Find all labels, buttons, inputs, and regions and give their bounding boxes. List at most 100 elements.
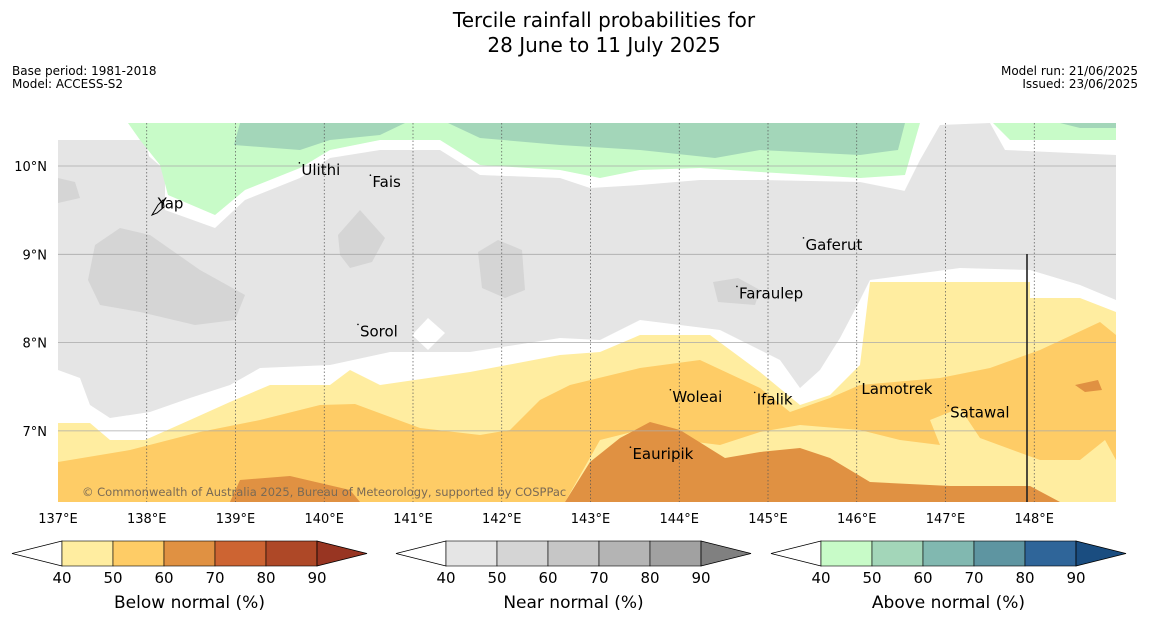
lat-tick-label: 10°N: [14, 160, 47, 175]
place-marker: [629, 446, 632, 448]
legend-swatch: [871, 540, 924, 567]
legend-under-arrow: [11, 540, 63, 567]
lat-tick-labels: 10°N 9°N 8°N 7°N: [14, 160, 47, 440]
below-normal-50-region: [58, 322, 1116, 502]
legend-under-arrow: [770, 540, 822, 567]
legend-colorbar: 40 50 60 70 80 90: [395, 540, 752, 587]
legend-swatch: [265, 540, 318, 567]
legend-under-arrow: [395, 540, 447, 567]
legend-tick-label: 50: [487, 569, 506, 587]
legend-tick-label: 70: [205, 569, 224, 587]
legend-swatch: [820, 540, 873, 567]
place-label: Faraulep: [739, 284, 803, 302]
legend-tick-label: 40: [811, 569, 830, 587]
legend-tick-label: 90: [307, 569, 326, 587]
place-label: Yap: [157, 194, 184, 212]
legend-tick-label: 90: [1066, 569, 1085, 587]
lon-tick-label: 137°E: [38, 512, 78, 527]
legend-title-below: Below normal (%): [114, 593, 265, 613]
legend-tick-label: 60: [913, 569, 932, 587]
place-label: Gaferut: [806, 236, 863, 254]
legend-swatch: [973, 540, 1026, 567]
below-normal-60-region: [565, 422, 1060, 502]
map-gridlines: [58, 123, 1116, 502]
place-marker: [369, 174, 372, 176]
legend-tick-label: 80: [1015, 569, 1034, 587]
place-label: Ifalik: [757, 390, 793, 408]
legends: 40 50 60 70 80 90 40 50 60 70 80 90 40 50 60 70 80 90: [11, 540, 1127, 587]
legend-colorbar: 40 50 60 70 80 90: [11, 540, 368, 587]
lon-tick-label: 142°E: [482, 512, 522, 527]
lon-tick-label: 146°E: [837, 512, 877, 527]
legend-swatch: [649, 540, 702, 567]
legend-swatch: [445, 540, 498, 567]
yap-island-icon: [150, 198, 165, 217]
legend-over-arrow: [1075, 540, 1127, 567]
legend-tick-label: 80: [640, 569, 659, 587]
legend-swatch: [1024, 540, 1077, 567]
place-label: Sorol: [360, 322, 398, 340]
lon-tick-label: 148°E: [1014, 512, 1054, 527]
near-normal-region: [58, 140, 1116, 418]
legend-tick-label: 70: [964, 569, 983, 587]
lon-tick-label: 143°E: [571, 512, 611, 527]
place-marker: [298, 162, 301, 164]
place-marker: [947, 404, 949, 407]
lon-tick-label: 141°E: [393, 512, 433, 527]
model-run: Model run: 21/06/2025: [1000, 64, 1138, 78]
legend-tick-label: 60: [154, 569, 173, 587]
place-label: Lamotrek: [861, 380, 932, 398]
legend-tick-label: 60: [538, 569, 557, 587]
legend-swatch: [61, 540, 114, 567]
legend-swatch: [922, 540, 975, 567]
lon-tick-label: 144°E: [659, 512, 699, 527]
legend-swatch: [547, 540, 600, 567]
place-label: Fais: [372, 173, 401, 191]
lon-tick-label: 147°E: [926, 512, 966, 527]
place-label: Satawal: [950, 404, 1009, 422]
title-line-1: Tercile rainfall probabilities for: [452, 8, 756, 32]
lon-tick-label: 145°E: [748, 512, 788, 527]
legend-over-arrow: [316, 540, 368, 567]
place-marker: [753, 391, 756, 394]
legend-tick-label: 50: [862, 569, 881, 587]
lat-tick-label: 9°N: [23, 248, 48, 263]
meta-right: Model run: 21/06/2025 Issued: 23/06/2025: [1001, 65, 1138, 91]
legend-title-near: Near normal (%): [503, 593, 644, 613]
legend-tick-label: 50: [103, 569, 122, 587]
legend-swatch: [163, 540, 216, 567]
copyright-text: © Commonwealth of Australia 2025, Bureau…: [82, 485, 566, 499]
issued-date: Issued: 23/06/2025: [1022, 77, 1138, 91]
place-label: Eauripik: [632, 445, 693, 463]
above-normal-50-region: [234, 123, 405, 150]
legend-colorbar: 40 50 60 70 80 90: [770, 540, 1127, 587]
place-marker: [669, 388, 672, 391]
model-name: Model: ACCESS-S2: [12, 77, 124, 91]
legend-swatch: [112, 540, 165, 567]
base-period: Base period: 1981-2018: [12, 64, 157, 78]
legend-tick-label: 70: [589, 569, 608, 587]
legend-tick-label: 80: [256, 569, 275, 587]
lon-tick-label: 139°E: [216, 512, 256, 527]
legend-title-above: Above normal (%): [871, 593, 1026, 613]
legend-tick-label: 40: [436, 569, 455, 587]
legend-swatch: [496, 540, 549, 567]
place-marker: [357, 323, 359, 326]
legend-swatch: [598, 540, 651, 567]
place-marker: [736, 285, 738, 288]
near-normal-50-blob: [88, 228, 245, 325]
lon-tick-label: 140°E: [304, 512, 344, 527]
place-label: Ulithi: [301, 161, 340, 179]
title-line-2: 28 June to 11 July 2025: [487, 33, 721, 57]
legend-over-arrow: [700, 540, 752, 567]
lat-tick-label: 7°N: [23, 425, 48, 440]
probability-field: [58, 123, 1116, 502]
place-marker: [858, 381, 861, 383]
lat-tick-label: 8°N: [23, 337, 48, 352]
place-marker: [802, 237, 805, 239]
map-title: Tercile rainfall probabilities for 28 Ju…: [0, 8, 1150, 58]
legend-tick-label: 40: [52, 569, 71, 587]
place-label: Woleai: [672, 388, 722, 406]
lon-tick-labels: 137°E 138°E 139°E 140°E 141°E 142°E 143°E 144°E…: [38, 512, 1054, 527]
